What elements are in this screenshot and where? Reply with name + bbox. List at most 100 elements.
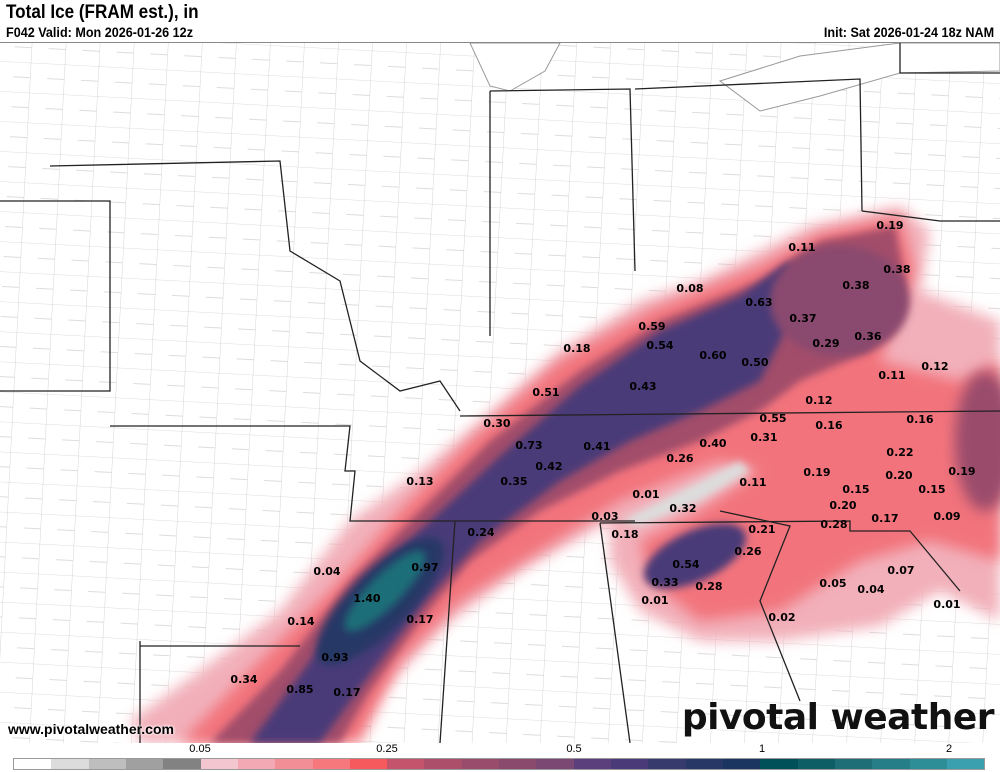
- colorbar-swatch: [536, 759, 574, 769]
- valid-time: F042 Valid: Mon 2026-01-26 12z: [6, 24, 193, 40]
- point-value-label: 0.63: [745, 296, 772, 309]
- colorbar-swatch: [946, 759, 985, 769]
- ice-accumulation-map: 0.19 0.11 0.38 0.38 0.08 0.63 0.37 0.59 0.36 0.29…: [0, 42, 1000, 743]
- point-value-label: 0.20: [885, 469, 912, 482]
- point-value-label: 1.40: [353, 592, 380, 605]
- state-borders: [0, 43, 1000, 743]
- point-value-label: 0.38: [883, 263, 910, 276]
- point-value-label: 0.08: [676, 282, 703, 295]
- point-value-label: 0.51: [532, 386, 559, 399]
- point-value-label: 0.16: [815, 419, 842, 432]
- point-value-label: 0.19: [803, 466, 830, 479]
- tn-gap: [620, 461, 750, 526]
- point-value-label: 0.33: [651, 576, 678, 589]
- point-value-label: 0.50: [741, 356, 768, 369]
- colorbar-swatch: [685, 759, 723, 769]
- colorbar-swatch: [14, 759, 52, 769]
- point-value-label: 0.85: [286, 683, 313, 696]
- point-value-label: 0.01: [632, 488, 659, 501]
- point-value-label: 0.12: [921, 360, 948, 373]
- point-value-label: 0.43: [629, 380, 656, 393]
- point-value-label: 0.18: [563, 342, 590, 355]
- colorbar-swatch: [51, 759, 89, 769]
- colorbar-swatch: [312, 759, 350, 769]
- colorbar-swatch: [275, 759, 313, 769]
- colorbar-tick: 1: [758, 743, 766, 755]
- point-value-label: 0.40: [699, 437, 726, 450]
- colorbar-swatch: [461, 759, 500, 769]
- point-value-label: 0.54: [672, 558, 699, 571]
- point-value-label: 0.07: [887, 564, 914, 577]
- point-value-label: 0.38: [842, 279, 869, 292]
- point-value-label: 0.32: [669, 502, 696, 515]
- east-mauve: [955, 371, 1000, 511]
- point-value-label: 0.11: [878, 369, 905, 382]
- point-value-label: 0.34: [230, 673, 257, 686]
- colorbar-swatch: [237, 759, 276, 769]
- point-value-labels: 0.19 0.11 0.38 0.38 0.08 0.63 0.37 0.59 0.36 0.29…: [230, 219, 975, 699]
- point-value-label: 0.04: [857, 583, 884, 596]
- point-value-label: 0.03: [591, 510, 618, 523]
- init-time: Init: Sat 2026-01-24 18z NAM: [823, 24, 994, 40]
- point-value-label: 0.18: [611, 528, 638, 541]
- point-value-label: 0.97: [411, 561, 438, 574]
- colorbar-swatch: [872, 759, 910, 769]
- point-value-label: 0.16: [906, 413, 933, 426]
- point-value-label: 0.59: [638, 320, 665, 333]
- point-value-label: 0.09: [933, 510, 960, 523]
- point-value-label: 0.20: [829, 499, 856, 512]
- point-value-label: 0.15: [842, 483, 869, 496]
- point-value-label: 0.29: [812, 337, 839, 350]
- colorbar-tick: 0.25: [376, 743, 398, 755]
- colorbar-swatch: [760, 759, 798, 769]
- colorbar-swatch: [722, 759, 761, 769]
- point-value-label: 0.24: [467, 526, 494, 539]
- colorbar-swatch: [387, 759, 425, 769]
- colorbar-swatch: [834, 759, 873, 769]
- ice-shading: [130, 206, 1000, 743]
- point-value-label: 0.04: [313, 565, 340, 578]
- point-value-label: 0.31: [750, 431, 777, 444]
- website-url: www.pivotalweather.com: [8, 721, 174, 737]
- colorbar: [13, 758, 985, 770]
- colorbar-swatch: [349, 759, 388, 769]
- colorbar-tick: 0.5: [566, 743, 582, 755]
- ice-core-teal: [344, 550, 426, 632]
- point-value-label: 0.17: [406, 613, 433, 626]
- point-value-label: 0.15: [918, 483, 945, 496]
- colorbar-swatch: [125, 759, 164, 769]
- point-value-label: 0.26: [734, 545, 761, 558]
- point-value-label: 0.11: [788, 241, 815, 254]
- point-value-label: 0.21: [748, 523, 775, 536]
- colorbar-swatch: [163, 759, 201, 769]
- point-value-label: 0.14: [287, 615, 314, 628]
- point-value-label: 0.73: [515, 439, 542, 452]
- point-value-label: 0.36: [854, 330, 881, 343]
- ne-mauve-region: [770, 246, 910, 356]
- point-value-label: 0.01: [933, 598, 960, 611]
- point-value-label: 0.41: [583, 440, 610, 453]
- colorbar-swatch: [909, 759, 947, 769]
- colorbar-tick: 2: [945, 743, 953, 755]
- lake-michigan: [469, 43, 561, 92]
- point-value-label: 0.26: [666, 452, 693, 465]
- point-value-label: 0.93: [321, 651, 348, 664]
- point-value-label: 0.60: [699, 349, 726, 362]
- point-value-label: 0.55: [759, 412, 786, 425]
- point-value-label: 0.22: [886, 446, 913, 459]
- point-value-label: 0.35: [500, 475, 527, 488]
- point-value-label: 0.01: [641, 594, 668, 607]
- colorbar-swatch: [611, 759, 649, 769]
- point-value-label: 0.02: [768, 611, 795, 624]
- point-value-label: 0.17: [333, 686, 360, 699]
- point-value-label: 0.37: [789, 312, 816, 325]
- pivotal-weather-logo: pivotal weather: [681, 697, 995, 738]
- point-value-label: 0.11: [739, 476, 766, 489]
- point-value-label: 0.05: [819, 577, 846, 590]
- colorbar-swatch: [88, 759, 126, 769]
- colorbar-swatch: [424, 759, 462, 769]
- point-value-label: 0.28: [820, 518, 847, 531]
- point-value-label: 0.28: [695, 580, 722, 593]
- point-value-label: 0.42: [535, 460, 562, 473]
- lake-erie: [718, 43, 1000, 112]
